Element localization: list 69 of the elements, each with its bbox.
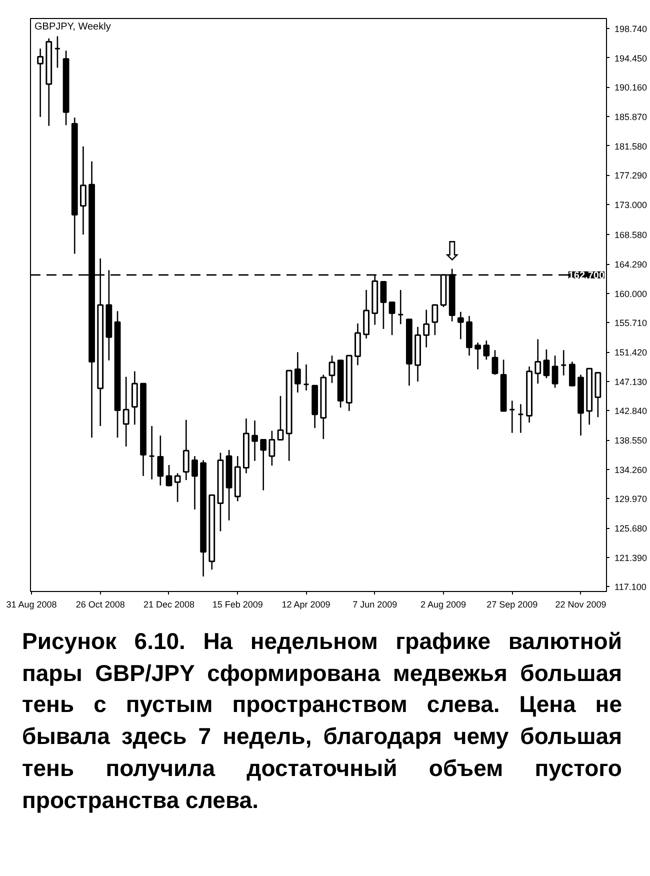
y-tick-label: 134.260 <box>614 464 648 475</box>
candlestick <box>252 420 258 462</box>
candlestick <box>508 400 516 434</box>
candlestick <box>423 309 430 348</box>
candlestick <box>157 434 164 486</box>
y-tick-label: 151.420 <box>614 348 648 358</box>
candlestick <box>294 352 301 394</box>
candlestick <box>131 370 138 426</box>
candlestick <box>166 464 172 487</box>
candlestick <box>560 349 567 376</box>
candlestick <box>492 349 498 376</box>
y-tick-label: 190.160 <box>614 82 648 93</box>
candlestick <box>174 472 181 503</box>
candlestick <box>37 48 44 118</box>
y-tick-label: 168.580 <box>614 230 648 240</box>
candlestick <box>148 425 156 480</box>
text: Рисунок 6.10. На недельном графике валютной пары GBP/JPY сформирована медвежья большая тень с пустым пространством слева. Цена не бывала здесь 7 недель, благодаря чему большая тень получила достаточный объем пустого пространства слева. <box>22 627 622 815</box>
candlestick <box>354 322 361 366</box>
y-tick-label: 117.100 <box>614 582 646 592</box>
y-tick-label: 129.970 <box>614 494 648 504</box>
y-tick-label: 177.290 <box>614 170 648 181</box>
candlestick <box>122 376 130 448</box>
x-tick-label: 26 Oct 2008 <box>76 600 125 610</box>
ref-line-label: 162.700 <box>568 270 605 282</box>
y-tick-label: 147.130 <box>614 376 648 387</box>
candlestick <box>260 438 267 491</box>
candlestick <box>457 311 464 340</box>
x-tick-label: 21 Dec 2008 <box>143 600 195 610</box>
candlestick <box>397 289 404 325</box>
candlestick <box>268 430 276 466</box>
x-tick-label: 7 Jun 2009 <box>352 600 398 610</box>
y-tick-label: 164.290 <box>614 260 648 270</box>
y-tick-label: 160.000 <box>614 288 648 299</box>
y-tick-label: 155.710 <box>614 318 648 328</box>
y-tick-label: 142.840 <box>614 406 648 416</box>
candlestick <box>328 354 336 384</box>
x-tick-label: 27 Sep 2009 <box>486 600 538 610</box>
candlestick <box>483 340 490 360</box>
x-tick-label: 15 Feb 2009 <box>212 600 263 610</box>
y-tick-label: 138.550 <box>614 436 648 446</box>
y-tick-label: 185.870 <box>614 112 648 122</box>
x-tick-label: 31 Aug 2008 <box>6 600 57 610</box>
candlestick <box>568 361 576 386</box>
candlestick <box>277 395 284 440</box>
candlestick <box>54 36 61 68</box>
y-tick-label: 121.390 <box>614 552 648 563</box>
candlestick <box>80 146 86 236</box>
candlestick <box>363 289 370 340</box>
candlestick <box>182 419 190 481</box>
candlestick <box>303 364 310 392</box>
y-tick-label: 194.450 <box>614 53 648 64</box>
chart-title: GBPJPY, Weekly <box>34 22 111 32</box>
candlestick <box>543 348 550 379</box>
y-tick-label: 125.680 <box>614 524 648 534</box>
candlestick <box>474 342 482 370</box>
candlestick <box>388 302 396 336</box>
candlestick <box>192 455 198 510</box>
x-tick-label: 12 Apr 2009 <box>282 600 330 610</box>
y-tick-label: 198.740 <box>614 24 648 34</box>
candlestick <box>518 403 524 434</box>
y-tick-label: 181.580 <box>614 141 648 152</box>
candlestick <box>534 338 542 384</box>
x-tick-label: 2 Aug 2009 <box>420 600 466 610</box>
y-tick-label: 173.000 <box>614 200 648 210</box>
candlestick <box>432 304 438 336</box>
annotation: ⇩ <box>441 236 463 267</box>
candlestick <box>552 354 558 388</box>
candlestick <box>380 281 387 330</box>
x-tick-label: 22 Nov 2009 <box>555 600 606 610</box>
